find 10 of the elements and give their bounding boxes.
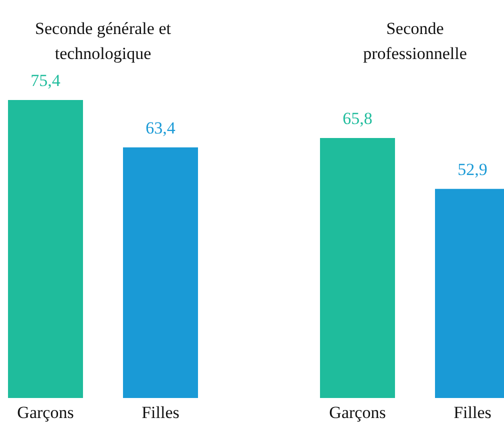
data-label: 65,8	[342, 108, 372, 128]
x-tick-label: Garçons	[17, 403, 74, 422]
x-tick-label: Garçons	[329, 403, 386, 422]
chart-title: Seconde professionnelle	[362, 18, 468, 65]
data-label: 63,4	[146, 118, 176, 138]
chart-title: Seconde générale et technologique	[34, 18, 172, 65]
data-label: 52,9	[458, 160, 488, 179]
x-tick-label: Filles	[142, 403, 180, 422]
data-label: 75,4	[30, 71, 61, 90]
x-tick-label: Filles	[454, 403, 492, 422]
